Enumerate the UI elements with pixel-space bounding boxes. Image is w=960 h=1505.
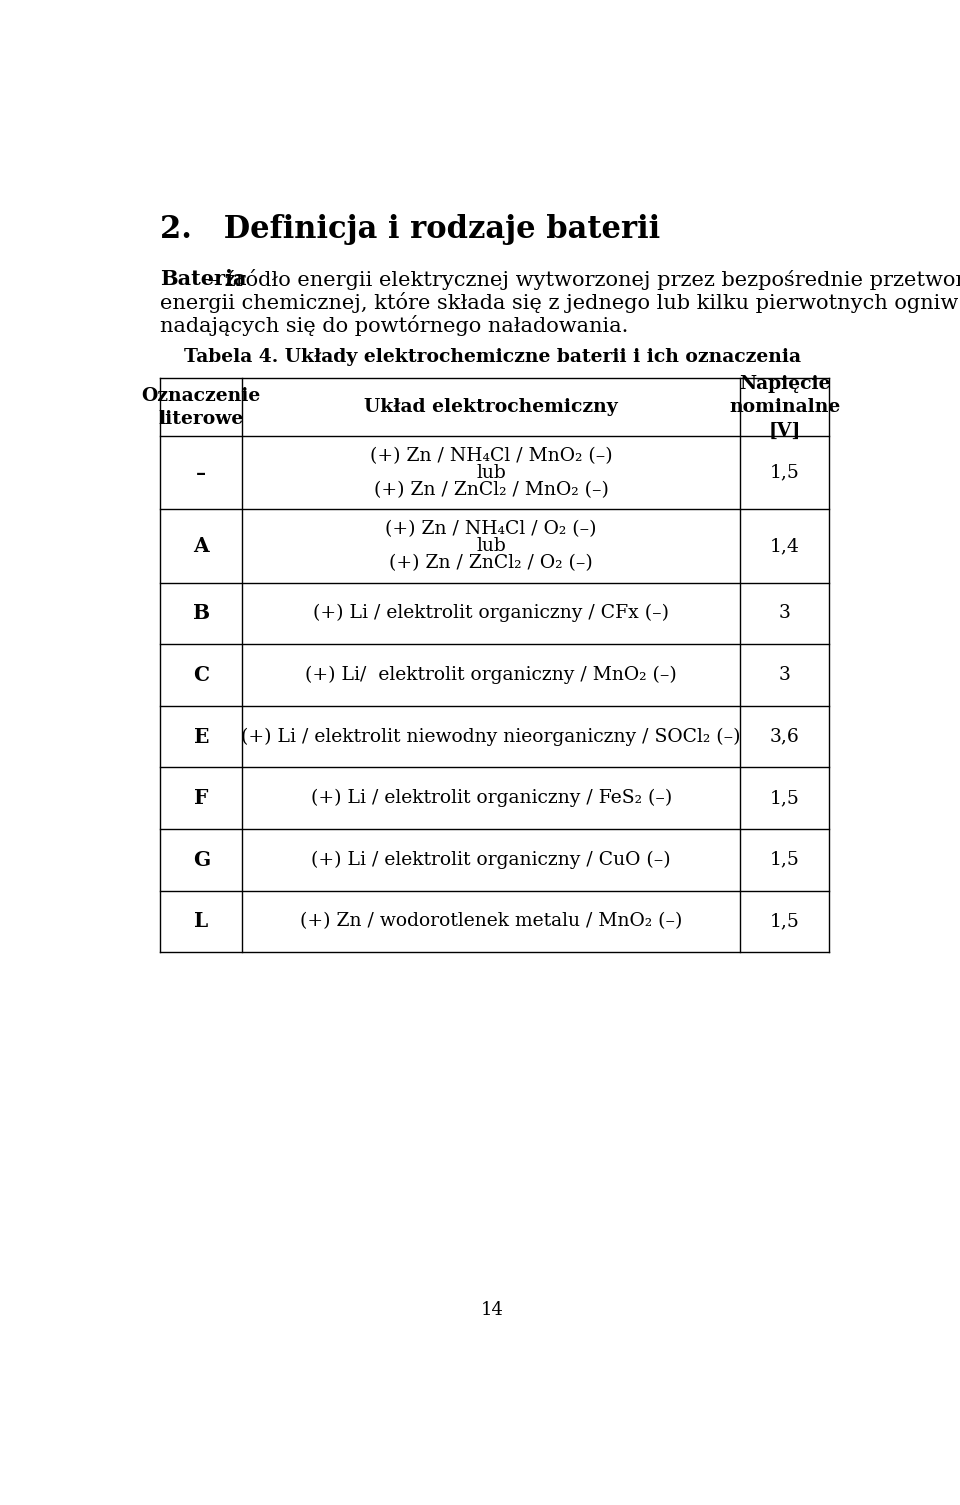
Text: –: – — [196, 464, 206, 483]
Text: L: L — [194, 912, 208, 932]
Text: 1,4: 1,4 — [770, 537, 800, 555]
Text: 14: 14 — [481, 1302, 503, 1320]
Text: 3: 3 — [779, 665, 790, 683]
Text: F: F — [194, 789, 208, 808]
Text: lub: lub — [476, 537, 506, 555]
Text: Napięcie
nominalne
[V]: Napięcie nominalne [V] — [729, 375, 840, 439]
Text: B: B — [193, 604, 210, 623]
Text: nadających się do powtórnego naładowania.: nadających się do powtórnego naładowania… — [160, 316, 629, 336]
Text: (+) Li/  elektrolit organiczny / MnO₂ (–): (+) Li/ elektrolit organiczny / MnO₂ (–) — [305, 665, 677, 685]
Text: 1,5: 1,5 — [770, 912, 800, 930]
Text: (+) Li / elektrolit organiczny / CFx (–): (+) Li / elektrolit organiczny / CFx (–) — [313, 604, 669, 623]
Text: Bateria: Bateria — [160, 269, 247, 289]
Text: energii chemicznej, które składa się z jednego lub kilku pierwotnych ogniw nie: energii chemicznej, które składa się z j… — [160, 292, 960, 313]
Text: – źródło energii elektrycznej wytworzonej przez bezpośrednie przetworzenie: – źródło energii elektrycznej wytworzone… — [201, 269, 960, 290]
Text: (+) Zn / ZnCl₂ / O₂ (–): (+) Zn / ZnCl₂ / O₂ (–) — [390, 554, 593, 572]
Text: (+) Li / elektrolit niewodny nieorganiczny / SOCl₂ (–): (+) Li / elektrolit niewodny nieorganicz… — [242, 727, 741, 745]
Text: lub: lub — [476, 464, 506, 482]
Text: Układ elektrochemiczny: Układ elektrochemiczny — [365, 399, 618, 417]
Text: 2.   Definicja i rodzaje baterii: 2. Definicja i rodzaje baterii — [160, 214, 660, 245]
Text: (+) Zn / NH₄Cl / MnO₂ (–): (+) Zn / NH₄Cl / MnO₂ (–) — [370, 447, 612, 465]
Text: (+) Li / elektrolit organiczny / FeS₂ (–): (+) Li / elektrolit organiczny / FeS₂ (–… — [311, 789, 672, 807]
Text: 1,5: 1,5 — [770, 789, 800, 807]
Text: 1,5: 1,5 — [770, 464, 800, 482]
Text: Tabela 4. Układy elektrochemiczne baterii i ich oznaczenia: Tabela 4. Układy elektrochemiczne bateri… — [183, 348, 801, 366]
Text: 3,6: 3,6 — [770, 727, 800, 745]
Text: 1,5: 1,5 — [770, 850, 800, 868]
Text: (+) Zn / ZnCl₂ / MnO₂ (–): (+) Zn / ZnCl₂ / MnO₂ (–) — [373, 480, 609, 498]
Text: 3: 3 — [779, 605, 790, 623]
Text: E: E — [194, 727, 209, 746]
Text: (+) Li / elektrolit organiczny / CuO (–): (+) Li / elektrolit organiczny / CuO (–) — [311, 850, 671, 868]
Text: G: G — [193, 850, 210, 870]
Text: (+) Zn / NH₄Cl / O₂ (–): (+) Zn / NH₄Cl / O₂ (–) — [386, 521, 597, 537]
Text: Oznaczenie
literowe: Oznaczenie literowe — [142, 387, 261, 427]
Text: (+) Zn / wodorotlenek metalu / MnO₂ (–): (+) Zn / wodorotlenek metalu / MnO₂ (–) — [300, 912, 683, 930]
Text: A: A — [194, 536, 209, 555]
Text: C: C — [193, 665, 209, 685]
